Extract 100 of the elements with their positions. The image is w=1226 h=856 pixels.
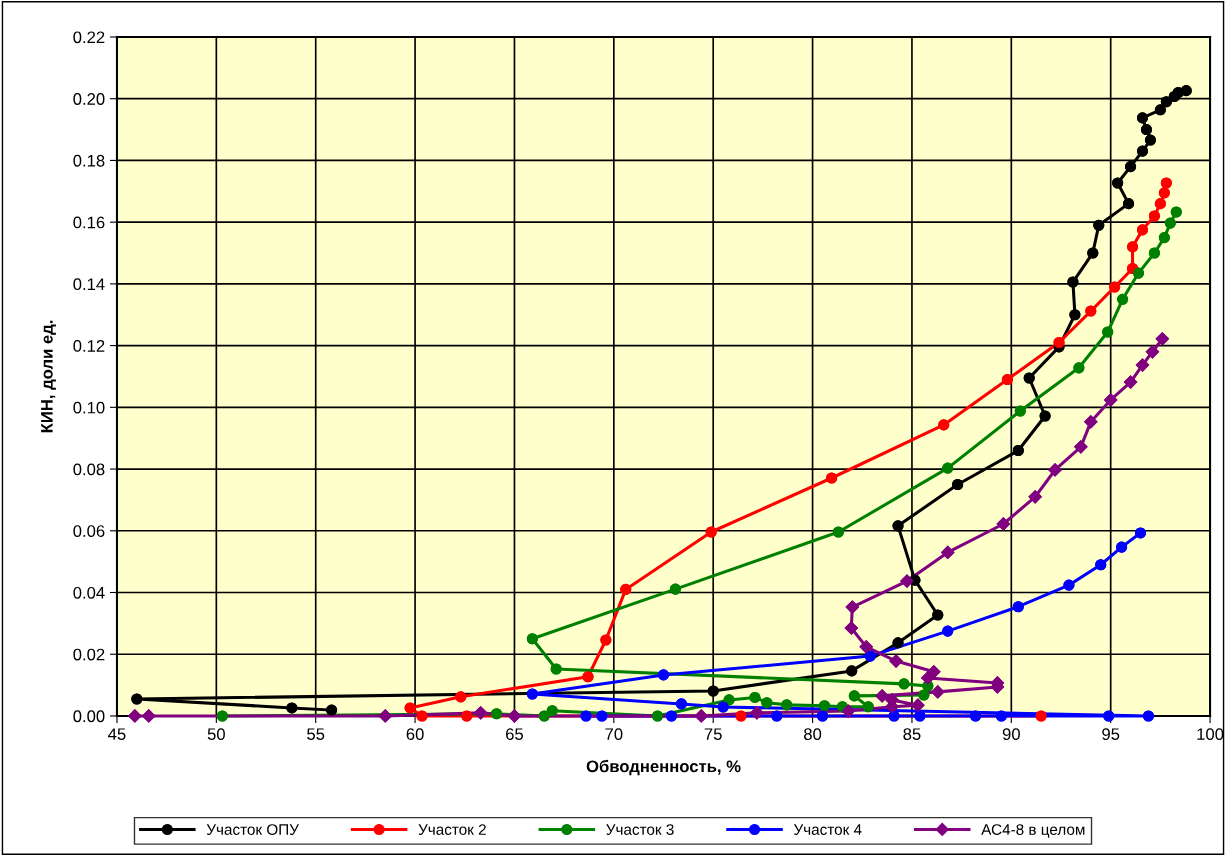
point	[931, 685, 945, 699]
point	[888, 710, 900, 722]
legend-label: Участок 3	[606, 824, 674, 835]
point	[832, 526, 844, 538]
point	[1074, 440, 1088, 454]
point	[952, 478, 964, 491]
point	[942, 462, 954, 474]
y-axis-title: КИН, доли ед.	[41, 320, 56, 433]
point	[142, 709, 156, 723]
y-tick-label: 0.14	[73, 278, 105, 291]
point	[818, 700, 831, 712]
point	[918, 689, 930, 701]
point	[921, 671, 935, 685]
x-tick-label: 90	[1002, 728, 1020, 741]
point	[862, 701, 874, 713]
point	[749, 691, 761, 703]
point	[844, 621, 858, 635]
point	[1117, 293, 1129, 305]
point	[1073, 362, 1085, 374]
point	[911, 698, 925, 712]
point	[841, 704, 855, 718]
point	[1154, 104, 1166, 116]
point	[128, 709, 142, 723]
point	[1028, 490, 1042, 504]
point	[826, 472, 838, 484]
point	[1148, 210, 1160, 222]
point	[816, 710, 829, 722]
x-tick-label: 55	[307, 728, 325, 741]
x-tick-label: 50	[207, 728, 225, 741]
y-tick-label: 0.16	[73, 216, 105, 229]
point	[771, 710, 783, 722]
point	[1053, 336, 1065, 349]
point	[1148, 247, 1160, 259]
x-tick-label: 85	[903, 728, 921, 741]
point	[932, 609, 944, 621]
point	[1102, 326, 1114, 338]
point	[1140, 124, 1153, 136]
point	[580, 710, 592, 722]
point	[707, 685, 719, 697]
point	[546, 705, 558, 717]
point	[1123, 375, 1138, 389]
point	[461, 710, 473, 722]
point	[1136, 224, 1149, 236]
y-tick-label: 0.12	[73, 340, 105, 352]
y-tick-label: 0.02	[73, 648, 105, 661]
point	[651, 710, 664, 722]
point	[995, 710, 1007, 722]
y-tick-label: 0.08	[73, 463, 105, 476]
point	[620, 583, 632, 595]
point	[1048, 463, 1062, 477]
point	[938, 419, 950, 431]
point	[1109, 281, 1121, 293]
point	[1001, 373, 1013, 386]
legend-label: Участок 4	[793, 824, 862, 835]
point	[1023, 372, 1035, 384]
point	[1012, 444, 1024, 457]
point	[898, 678, 910, 690]
y-tick-label: 0.20	[73, 93, 105, 105]
point	[1085, 305, 1097, 317]
point	[735, 710, 747, 722]
point	[675, 698, 687, 710]
point	[596, 710, 608, 722]
point	[1035, 710, 1047, 722]
legend-label: Участок 2	[418, 824, 486, 835]
point	[1160, 96, 1172, 108]
point	[750, 706, 764, 720]
point	[1154, 198, 1166, 210]
point	[1112, 177, 1124, 189]
point	[781, 699, 793, 711]
point	[875, 689, 889, 703]
point	[326, 704, 338, 716]
point	[526, 688, 538, 700]
point	[889, 654, 903, 668]
point	[1160, 177, 1172, 189]
x-tick-label: 70	[605, 728, 623, 741]
point	[404, 702, 416, 714]
point	[1144, 134, 1156, 146]
point	[942, 625, 954, 637]
point	[491, 708, 503, 720]
point	[526, 633, 538, 645]
point	[694, 709, 708, 723]
point	[1084, 415, 1098, 429]
point	[1069, 309, 1081, 321]
point	[859, 640, 873, 654]
point	[1067, 276, 1079, 288]
x-axis-title: Обводненность, %	[586, 759, 741, 776]
point	[1126, 241, 1139, 253]
point	[723, 694, 735, 706]
point	[1145, 345, 1160, 359]
point	[1132, 267, 1145, 279]
point	[1135, 358, 1150, 372]
y-tick-label: 0.10	[73, 401, 105, 414]
point	[1170, 206, 1182, 218]
point	[474, 706, 488, 720]
point	[1093, 219, 1105, 231]
point	[455, 691, 467, 703]
point	[1136, 145, 1149, 157]
point	[1134, 527, 1147, 539]
point	[941, 545, 955, 559]
point	[927, 665, 941, 679]
